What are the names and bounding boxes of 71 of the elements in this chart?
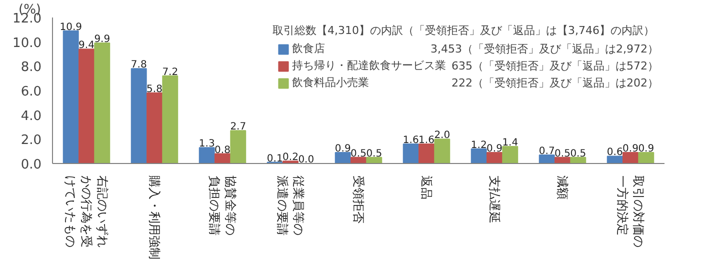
data-label: 0.5 — [350, 148, 366, 160]
x-tick-label: 従業員等の派遣の要請 — [275, 176, 306, 236]
bar — [146, 92, 162, 164]
bar — [538, 154, 555, 164]
bar — [606, 156, 623, 164]
x-tick-label: 協賛金等の負担の要請 — [207, 176, 238, 236]
bar — [198, 147, 215, 164]
data-label: 7.2 — [162, 66, 178, 78]
data-label: 0.7 — [538, 146, 555, 157]
annotation: 635（「受領拒否」及び「返品」は572） — [452, 60, 659, 72]
data-label: 1.2 — [470, 140, 487, 151]
bar — [230, 130, 246, 164]
y-tick-label: 0.0 — [20, 158, 42, 172]
bar — [570, 156, 586, 164]
data-label: 1.6 — [402, 135, 419, 146]
bar — [62, 30, 79, 164]
bar — [486, 152, 502, 164]
y-tick-label: 2.0 — [20, 133, 42, 148]
annotation: 222（「受領拒否」及び「返品」は202） — [452, 76, 659, 90]
data-label: 0.5 — [366, 148, 382, 160]
data-label: 1.3 — [198, 138, 215, 150]
bar — [162, 75, 178, 164]
data-label: 2.0 — [434, 130, 450, 142]
y-tick-label: 6.0 — [20, 84, 42, 100]
data-label: 0.9 — [638, 144, 654, 155]
y-tick-label: 10.0 — [12, 36, 42, 51]
bar — [470, 148, 487, 164]
data-label: 0.9 — [622, 144, 638, 155]
y-tick-label: 8.0 — [20, 60, 42, 76]
y-tick-label: 4.0 — [20, 108, 42, 124]
x-tick-label: 右記のいずれかの行為を受けていたもの — [63, 176, 110, 248]
bar — [78, 48, 94, 164]
bar — [622, 152, 638, 164]
data-label: 7.8 — [130, 60, 147, 71]
bar — [130, 68, 147, 164]
x-tick-label: 支払遅延 — [488, 176, 502, 224]
bar — [334, 152, 351, 164]
legend-title: 取引総数【4,310】の内訳（「受領拒否」及び「返品」は【3,746】の内訳） — [272, 24, 654, 37]
data-label: 0.2 — [282, 152, 298, 164]
x-tick-label: 取引の対価の一方的決定 — [615, 176, 646, 248]
data-label: 0.6 — [606, 147, 623, 158]
x-tick-label: 受領拒否 — [352, 176, 366, 224]
bar — [366, 156, 382, 164]
data-label: 0.9 — [486, 144, 502, 155]
legend-label: 持ち帰り・配達飲食サービス業 — [292, 58, 446, 74]
bar — [94, 42, 110, 164]
bar — [638, 152, 654, 164]
x-tick-label: 減額 — [556, 176, 570, 200]
bar — [214, 153, 230, 164]
data-label: 9.4 — [78, 40, 94, 52]
data-label: 0.1 — [266, 153, 283, 164]
data-label: 0.8 — [214, 144, 230, 156]
x-tick-label: 購入・利用強制 — [148, 176, 162, 260]
data-label: 1.4 — [502, 137, 518, 148]
data-label: 9.9 — [94, 34, 110, 46]
bar — [434, 138, 450, 164]
data-label: 10.9 — [60, 22, 82, 33]
data-label: 0.5 — [554, 148, 570, 160]
data-label: 0.0 — [298, 154, 314, 166]
x-tick-label: 返品 — [420, 176, 434, 200]
bar — [418, 144, 434, 164]
data-label: 1.6 — [418, 135, 434, 146]
bar — [502, 146, 518, 164]
annotation: 3,453（「受領拒否」及び「返品」は2,972） — [430, 42, 659, 56]
data-label: 0.9 — [334, 144, 351, 155]
data-label: 0.5 — [570, 148, 586, 160]
legend-label: 飲食料品小売業 — [292, 75, 369, 91]
data-label: 5.8 — [146, 84, 162, 95]
data-label: 2.7 — [230, 122, 246, 133]
bar — [402, 144, 419, 164]
legend-label: 飲食店 — [292, 41, 325, 57]
